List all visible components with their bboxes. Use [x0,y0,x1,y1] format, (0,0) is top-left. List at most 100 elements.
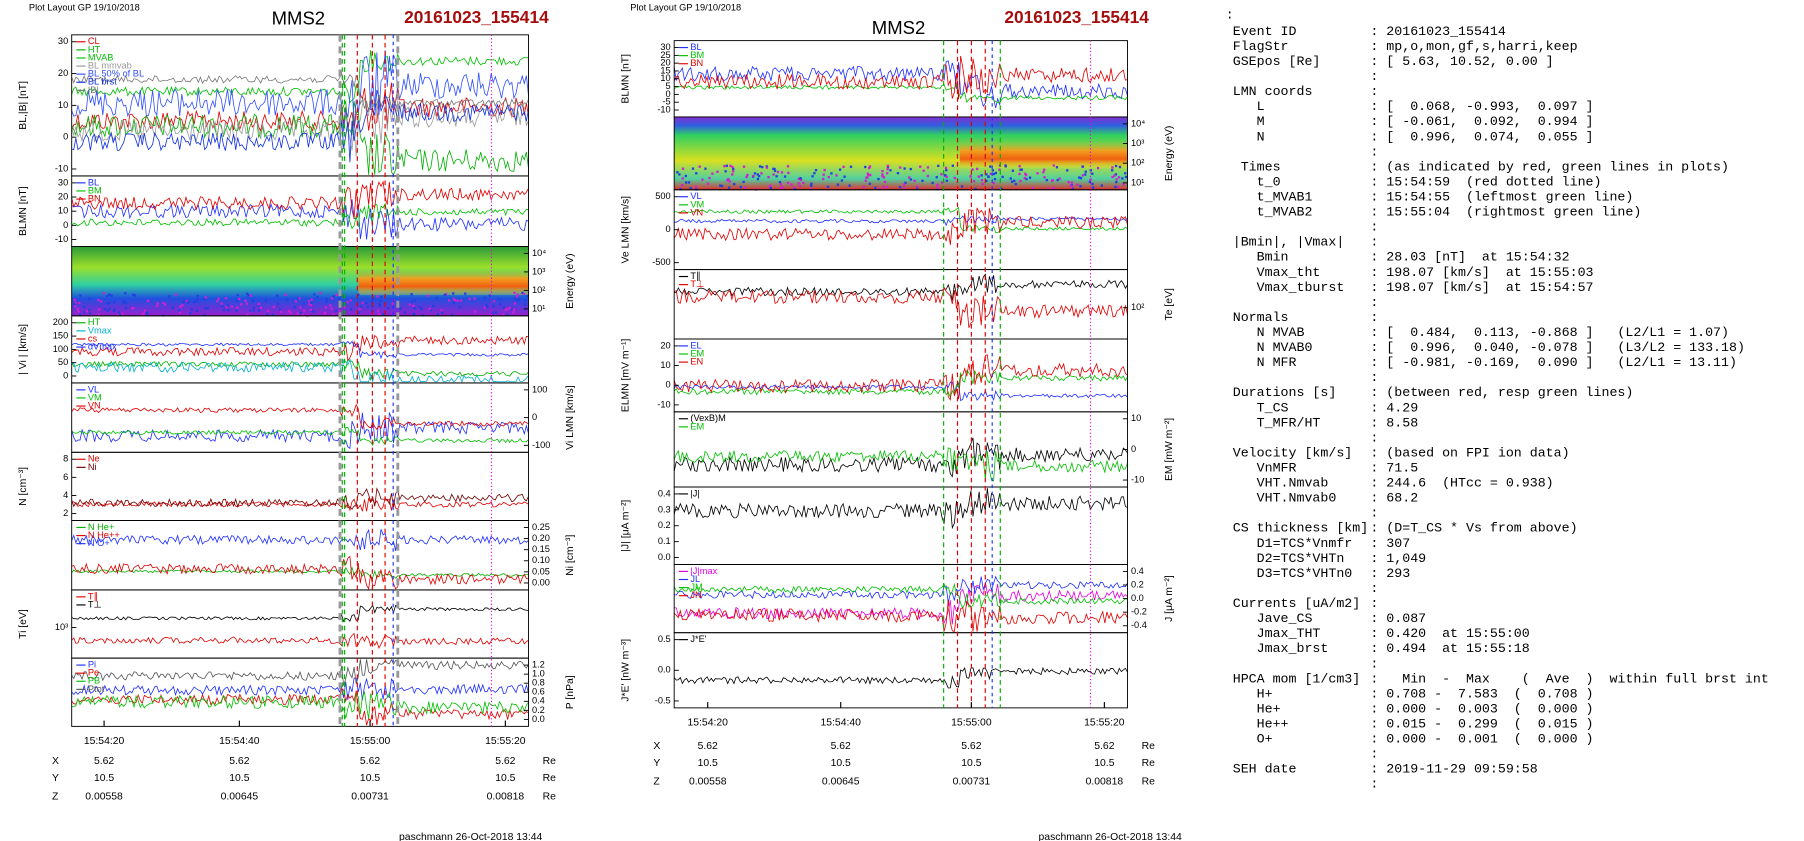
spectrogram-speckle [772,173,775,176]
spectrogram-speckle [286,298,289,301]
listing-key: D1=TCS*Vnmfr [1233,536,1353,551]
legend-label: VN [690,207,703,217]
y-tick-label: 20 [58,68,68,78]
spectrogram-speckle [1091,182,1094,186]
spectrogram-speckle [935,176,938,179]
spectrogram-speckle [723,164,726,168]
spectrogram-speckle [684,181,688,184]
trace [71,658,529,686]
spectrogram-speckle [679,188,682,191]
spectrogram-speckle [913,179,916,182]
axis-label: J*E' [nW m⁻³] [620,639,631,702]
spectrogram-speckle [278,308,282,311]
row-value: 0.00731 [953,777,991,788]
axis-label: Energy (eV) [1164,126,1175,181]
spectrogram-speckle [1010,180,1014,183]
spectrogram-speckle [898,185,902,189]
spectrogram-speckle [1018,165,1021,168]
spectrogram-speckle [346,300,349,304]
spectrogram-speckle [916,186,919,190]
listing-key: Event ID [1233,24,1297,39]
trace [673,488,1128,530]
spectrogram-speckle [1009,177,1012,180]
legend-label: |B| [88,85,99,95]
spectrogram-speckle [998,168,1001,171]
spectrogram-speckle [742,165,746,168]
spectrogram-speckle [882,185,885,188]
spectrogram-speckle [773,169,777,173]
spectrogram-speckle [951,164,954,167]
spectrogram-speckle [182,300,185,304]
spectrogram-speckle [413,299,416,302]
trace [71,71,529,113]
spectrogram-speckle [997,187,1000,191]
spectrogram-speckle [799,177,802,180]
y-tick-label: 5 [666,81,671,91]
spectrogram-speckle [786,165,790,168]
spectrogram-speckle [309,308,312,312]
listing-value: : (D=T_CS * Vs from above) [1370,521,1577,536]
y-tick-label: 0.8 [532,678,545,688]
listing-value: : 15:54:59 (red dotted line) [1370,174,1601,189]
time-label: 15:55:00 [350,736,391,747]
spectrogram-speckle [716,170,719,173]
listing-value: : [1370,235,1378,250]
spectrogram-speckle [687,181,691,184]
spectrogram-speckle [246,313,249,316]
spectrogram-speckle [868,182,871,185]
spectrogram-speckle [878,187,881,191]
spectrogram-speckle [756,173,759,176]
spectrogram-speckle [882,176,886,179]
spectrogram-speckle [514,297,517,300]
spectrogram-speckle [1084,170,1087,173]
y-tick-label: 150 [53,331,68,341]
y-tick-label: -10 [657,104,670,114]
spectrogram-speckle [822,173,825,176]
trace [673,354,1128,401]
spectrogram-speckle [781,186,785,189]
spectrogram-speckle [206,307,209,310]
listing-value: : [1370,295,1378,310]
spectrogram-speckle [330,297,334,300]
spectrogram-speckle [760,172,763,175]
spectrogram-speckle [678,173,681,176]
listing-value: : (based on FPI ion data) [1370,445,1569,460]
listing-key: Jmax_brst [1233,641,1329,656]
legend-label: cs [88,333,98,343]
spectrogram-speckle [695,172,698,175]
spectrogram-speckle [408,303,412,306]
listing-key: t_MVAB2 [1233,205,1313,220]
listing-value: : [ 0.068, -0.993, 0.097 ] [1370,99,1593,114]
spectrogram-speckle [866,176,869,179]
spectrogram-speckle [499,303,502,306]
spectrogram-speckle [516,299,519,302]
legend-label: HT [88,317,101,327]
spectrogram-speckle [88,297,91,300]
spectrogram-speckle [380,295,383,299]
row-label: Z [52,792,59,803]
spectrogram-speckle [980,174,983,177]
spectrogram-speckle [102,292,105,295]
row-value: 5.62 [698,741,718,752]
spectrogram-speckle [868,165,872,168]
y-tick-label: 10³ [532,266,545,276]
trace [673,666,1128,689]
y-tick-label: 10⁴ [1131,118,1145,128]
spectrogram-speckle [919,165,922,168]
spectrogram-speckle [83,311,86,314]
spectrogram-speckle [235,300,239,303]
y-tick-label: -100 [532,440,551,450]
row-value: 5.62 [94,756,114,767]
spectrogram-speckle [132,293,135,296]
y-tick-label: -10 [1131,474,1144,484]
spectrogram-speckle [221,305,224,308]
panel-frame [673,632,1128,709]
spectrogram-speckle [78,301,81,305]
panel-frame [71,589,529,659]
spectrogram-speckle [1115,178,1118,181]
y-tick-label: 100 [53,344,68,354]
spectrogram-speckle [501,313,505,317]
spectrogram-speckle [329,304,332,307]
spectrogram-speckle [112,301,116,304]
spectrogram-speckle [974,187,977,191]
